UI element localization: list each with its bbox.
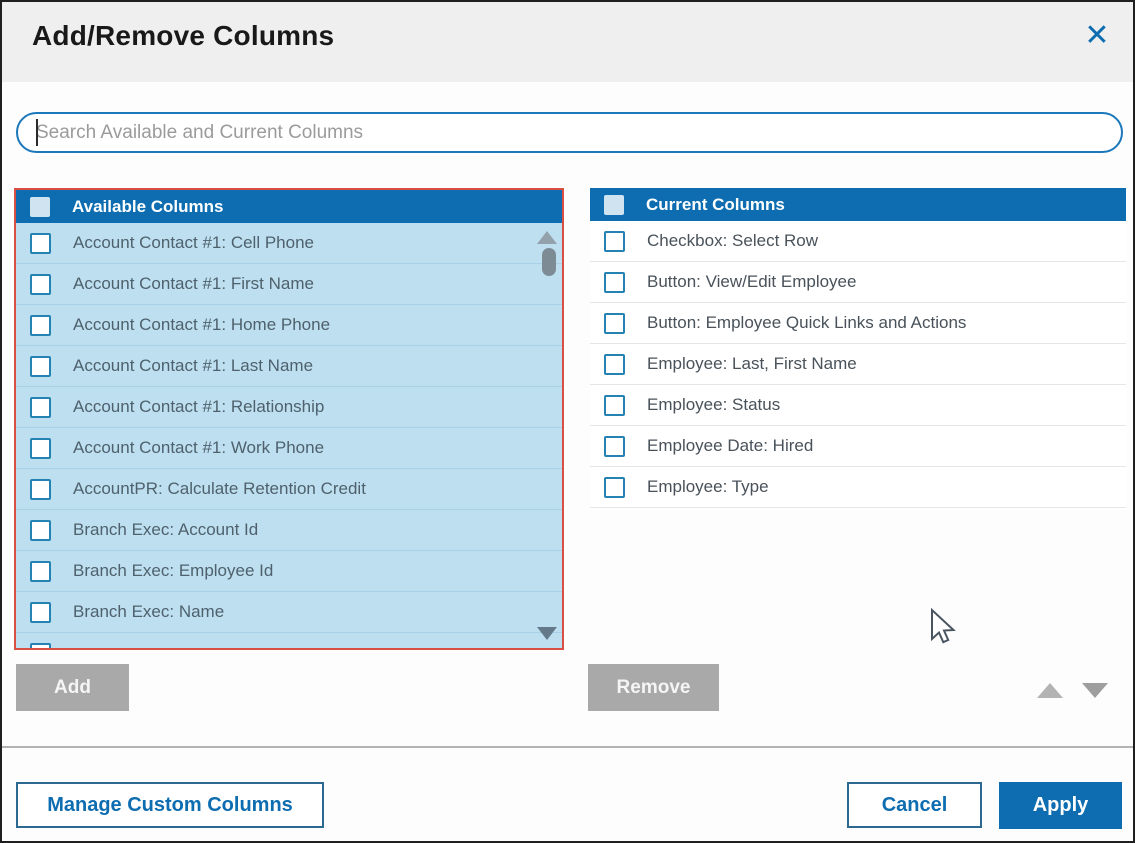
checkbox[interactable] <box>30 232 51 254</box>
list-item[interactable]: Button: Employee Quick Links and Actions <box>590 303 1126 344</box>
checkbox[interactable] <box>30 396 51 418</box>
list-item[interactable]: Account Contact #1: Relationship <box>16 387 562 428</box>
list-item[interactable]: Account Contact #1: First Name <box>16 264 562 305</box>
checkbox[interactable] <box>30 519 51 541</box>
list-item[interactable]: Employee: Type <box>590 467 1126 508</box>
scroll-up-icon[interactable] <box>537 231 557 244</box>
list-item-label: Branch Exec: Name <box>73 602 225 621</box>
search-input[interactable] <box>16 112 1123 153</box>
list-item[interactable]: Branch Exec: Employee Id <box>16 551 562 592</box>
scrollbar-thumb[interactable] <box>542 248 556 276</box>
checkbox[interactable] <box>30 601 51 623</box>
list-item-label: Account Contact #1: Last Name <box>73 356 314 375</box>
text-caret <box>36 119 38 146</box>
current-columns-header-label: Current Columns <box>646 194 785 214</box>
select-all-current-checkbox[interactable] <box>604 194 624 215</box>
list-item-label: Account Contact #1: First Name <box>73 274 314 293</box>
available-columns-panel: Available Columns Account Contact #1: Ce… <box>14 188 564 650</box>
checkbox[interactable] <box>30 560 51 582</box>
checkbox[interactable] <box>30 437 51 459</box>
list-item-label: Account Contact #1: Cell Phone <box>73 233 314 252</box>
available-columns-list: Account Contact #1: Cell Phone Account C… <box>16 223 562 633</box>
checkbox[interactable] <box>30 643 51 648</box>
list-item[interactable]: Account Contact #1: Last Name <box>16 346 562 387</box>
list-item[interactable]: Checkbox: Select Row <box>590 221 1126 262</box>
current-columns-list: Checkbox: Select Row Button: View/Edit E… <box>590 221 1126 508</box>
apply-button[interactable]: Apply <box>999 782 1122 829</box>
available-columns-header: Available Columns <box>16 190 562 223</box>
checkbox[interactable] <box>30 273 51 295</box>
list-item-label: Button: Employee Quick Links and Actions <box>647 313 967 332</box>
checkbox[interactable] <box>604 271 625 293</box>
move-up-icon[interactable] <box>1037 683 1063 698</box>
list-item-label: Checkbox: Select Row <box>647 231 819 250</box>
scroll-down-icon[interactable] <box>537 627 557 640</box>
checkbox[interactable] <box>604 394 625 416</box>
list-item[interactable]: AccountPR: Calculate Retention Credit <box>16 469 562 510</box>
available-columns-header-label: Available Columns <box>72 196 224 216</box>
checkbox[interactable] <box>604 312 625 334</box>
current-columns-header: Current Columns <box>590 188 1126 221</box>
mouse-cursor-icon <box>931 607 956 644</box>
manage-custom-columns-button[interactable]: Manage Custom Columns <box>16 782 324 828</box>
checkbox[interactable] <box>604 230 625 252</box>
remove-button[interactable]: Remove <box>588 664 719 711</box>
list-item[interactable]: Account Contact #1: Home Phone <box>16 305 562 346</box>
move-down-icon[interactable] <box>1082 683 1108 698</box>
list-item-label: Employee: Last, First Name <box>647 354 857 373</box>
page-title: Add/Remove Columns <box>32 20 335 51</box>
checkbox[interactable] <box>30 478 51 500</box>
checkbox[interactable] <box>604 435 625 457</box>
list-item-label: Account Contact #1: Home Phone <box>73 315 331 334</box>
list-item[interactable]: Branch Exec: Account Id <box>16 510 562 551</box>
list-item-label: Branch Exec: Employee Id <box>73 561 274 580</box>
list-item-label: Branch Exec: Account Id <box>73 520 259 539</box>
dialog-titlebar: Add/Remove Columns ✕ <box>2 2 1133 82</box>
list-item[interactable]: Employee: Last, First Name <box>590 344 1126 385</box>
list-item-label: Account Contact #1: Work Phone <box>73 438 325 457</box>
list-item-label: Button: View/Edit Employee <box>647 272 857 291</box>
list-item[interactable]: Employee Date: Hired <box>590 426 1126 467</box>
add-button[interactable]: Add <box>16 664 129 711</box>
list-item-label: Employee Date: Hired <box>647 436 814 455</box>
cancel-button[interactable]: Cancel <box>847 782 982 828</box>
close-icon[interactable]: ✕ <box>1084 19 1110 52</box>
select-all-available-checkbox[interactable] <box>30 196 50 217</box>
list-item[interactable]: Employee: Status <box>590 385 1126 426</box>
checkbox[interactable] <box>30 314 51 336</box>
list-item-partial[interactable] <box>16 633 562 648</box>
checkbox[interactable] <box>604 353 625 375</box>
list-item-label: Account Contact #1: Relationship <box>73 397 325 416</box>
list-item-label: Employee: Status <box>647 395 781 414</box>
list-item-label: AccountPR: Calculate Retention Credit <box>73 479 366 498</box>
search-container <box>16 112 1123 153</box>
list-item[interactable]: Account Contact #1: Cell Phone <box>16 223 562 264</box>
list-item[interactable]: Button: View/Edit Employee <box>590 262 1126 303</box>
footer-divider <box>2 746 1133 748</box>
checkbox[interactable] <box>30 355 51 377</box>
current-columns-panel: Current Columns Checkbox: Select Row But… <box>590 188 1126 510</box>
list-item[interactable]: Branch Exec: Name <box>16 592 562 633</box>
checkbox[interactable] <box>604 476 625 498</box>
list-item[interactable]: Account Contact #1: Work Phone <box>16 428 562 469</box>
list-item-label: Employee: Type <box>647 477 769 496</box>
